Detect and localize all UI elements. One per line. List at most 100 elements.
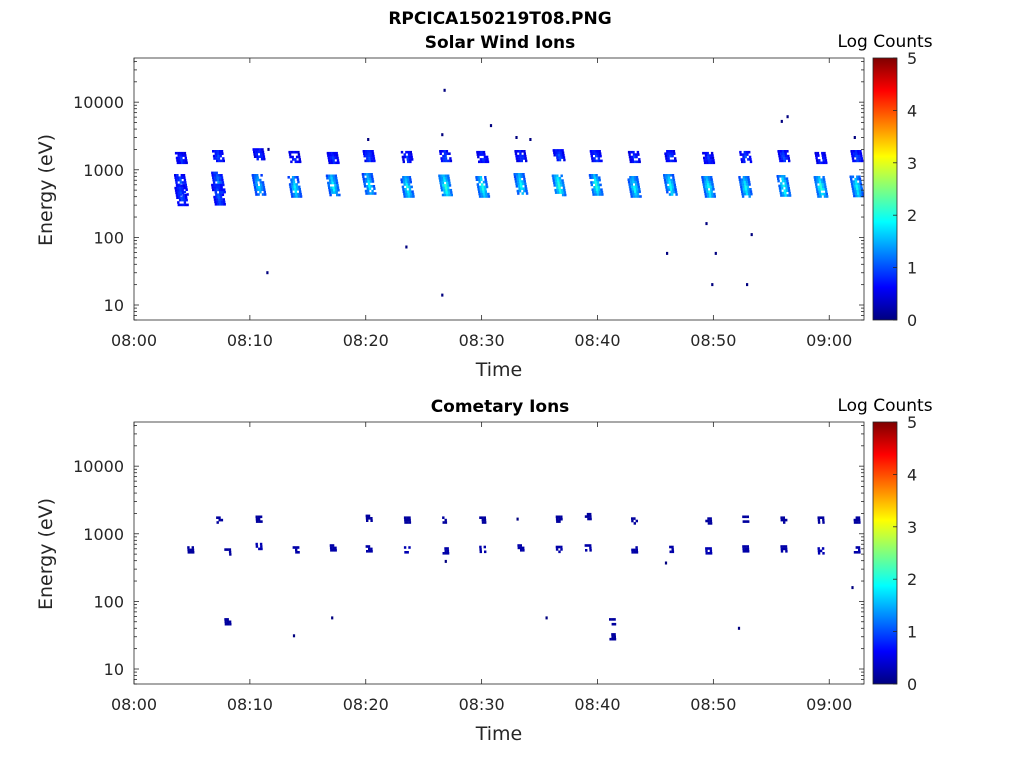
y-tick-label: 100	[93, 228, 124, 247]
heatmap-cell	[328, 191, 332, 194]
heatmap-cell	[365, 152, 368, 155]
heatmap-cell	[297, 192, 300, 196]
heatmap-cell	[590, 154, 593, 158]
heatmap-cell	[485, 192, 488, 196]
heatmap-cell	[667, 188, 671, 191]
heatmap-cell	[703, 185, 706, 189]
heatmap-cell	[555, 515, 559, 519]
heatmap-cell	[226, 620, 230, 624]
heatmap-cell	[595, 183, 598, 187]
heatmap-cell	[710, 180, 714, 184]
heatmap-cell	[782, 547, 786, 551]
heatmap-cell	[743, 180, 746, 184]
heatmap-cell	[609, 637, 612, 641]
heatmap-cell	[292, 158, 295, 161]
heatmap-cell	[255, 183, 258, 187]
heatmap-cell	[408, 158, 412, 161]
heatmap-cell	[747, 550, 750, 553]
heatmap-cell	[212, 178, 215, 182]
heatmap-cell	[746, 185, 750, 189]
heatmap-cell	[329, 544, 333, 547]
heatmap-cell	[631, 185, 634, 189]
heatmap-cell	[596, 181, 600, 184]
heatmap-cell	[707, 519, 710, 523]
heatmap-cell	[663, 174, 666, 177]
heatmap-cell	[182, 174, 186, 177]
heatmap-cell	[450, 191, 453, 194]
heatmap-cell	[777, 179, 780, 183]
heatmap-cell	[635, 195, 638, 198]
heatmap-cell	[256, 176, 259, 179]
heatmap-cell	[290, 178, 293, 181]
heatmap-cell	[853, 194, 856, 198]
heatmap-cell	[332, 176, 336, 180]
heatmap-cell	[216, 150, 219, 153]
heatmap-cell	[367, 545, 371, 548]
heatmap-cell	[523, 152, 526, 155]
heatmap-cell	[633, 522, 636, 525]
heatmap-cell	[636, 178, 639, 181]
heatmap-cell	[221, 152, 224, 155]
heatmap-cell	[638, 160, 641, 164]
heatmap-cell	[787, 154, 790, 158]
heatmap-cell	[668, 178, 671, 182]
heatmap-cell	[669, 545, 672, 549]
heatmap-cell	[552, 149, 555, 152]
heatmap-cell	[703, 188, 706, 191]
heatmap-cell	[216, 178, 220, 182]
heatmap-cell	[522, 157, 525, 160]
heatmap-cell	[515, 136, 518, 139]
heatmap-cell	[331, 181, 334, 185]
heatmap-cell	[821, 180, 824, 184]
heatmap-cell	[742, 158, 746, 161]
x-axis-label: Time	[475, 723, 523, 745]
heatmap-cell	[744, 153, 747, 156]
heatmap-cell	[861, 194, 864, 198]
heatmap-cell	[849, 175, 852, 179]
heatmap-cell	[224, 548, 227, 551]
heatmap-cell	[333, 181, 337, 185]
heatmap-cell	[551, 174, 555, 178]
heatmap-cell	[216, 152, 220, 155]
heatmap-cell	[448, 193, 451, 197]
heatmap-cell	[482, 160, 485, 164]
heatmap-cell	[817, 552, 821, 555]
heatmap-cell	[743, 150, 746, 154]
heatmap-cell	[860, 154, 863, 158]
heatmap-cell	[297, 153, 301, 156]
heatmap-cell	[441, 181, 445, 185]
heatmap-cell	[598, 176, 601, 179]
heatmap-cell	[558, 550, 561, 554]
heatmap-cell	[522, 546, 525, 550]
heatmap-cell	[438, 174, 441, 178]
heatmap-cell	[179, 154, 183, 157]
heatmap-cell	[672, 159, 675, 163]
heatmap-cell	[553, 153, 556, 157]
heatmap-cell	[483, 155, 487, 159]
heatmap-cell	[746, 283, 749, 287]
heatmap-cell	[711, 156, 715, 160]
heatmap-cell	[440, 188, 444, 192]
heatmap-cell	[477, 178, 481, 181]
heatmap-cell	[853, 518, 856, 522]
heatmap-cell	[256, 155, 259, 158]
heatmap-cell	[861, 192, 864, 195]
heatmap-cell	[294, 190, 297, 193]
heatmap-cell	[295, 150, 298, 154]
heatmap-cell	[291, 195, 294, 198]
heatmap-cell	[702, 151, 705, 155]
heatmap-cell	[636, 192, 640, 196]
heatmap-cell	[295, 192, 298, 196]
heatmap-cell	[255, 193, 258, 196]
heatmap-cell	[749, 158, 752, 161]
heatmap-cell	[517, 180, 520, 183]
heatmap-cell	[706, 161, 709, 165]
heatmap-cell	[559, 181, 563, 185]
heatmap-cell	[747, 520, 750, 523]
heatmap-cell	[819, 549, 823, 553]
heatmap-cell	[331, 191, 334, 194]
x-tick-label: 08:00	[111, 331, 157, 350]
heatmap-cell	[597, 183, 600, 187]
heatmap-cell	[563, 191, 567, 194]
